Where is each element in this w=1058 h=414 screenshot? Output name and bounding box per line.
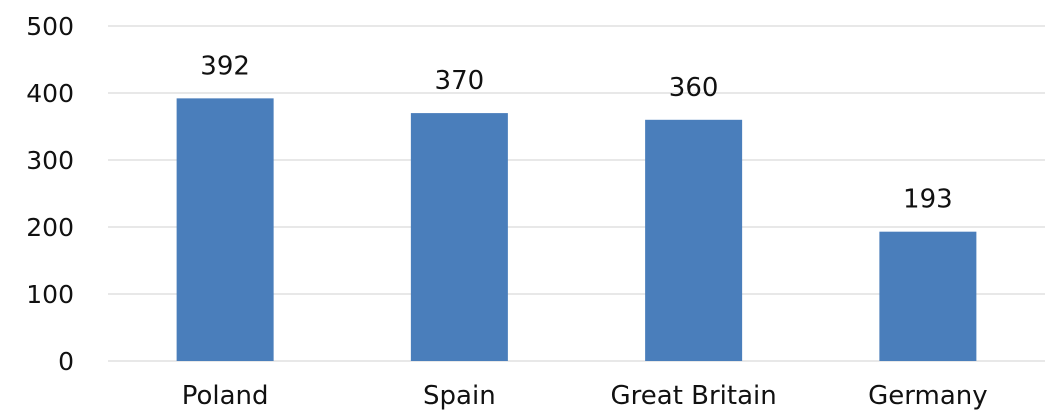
y-tick-label: 0 bbox=[58, 347, 74, 376]
data-label: 370 bbox=[435, 66, 485, 96]
bar-poland bbox=[176, 98, 274, 362]
y-tick-label: 400 bbox=[26, 79, 74, 108]
data-label: 392 bbox=[200, 51, 250, 81]
y-tick-label: 200 bbox=[26, 213, 74, 242]
data-label: 360 bbox=[669, 73, 719, 103]
data-label: 193 bbox=[903, 185, 953, 215]
bars bbox=[176, 98, 977, 362]
y-tick-label: 500 bbox=[26, 12, 74, 41]
category-label: Great Britain bbox=[611, 381, 777, 411]
data-labels: 392 370 360 193 bbox=[200, 51, 952, 214]
category-label: Poland bbox=[182, 381, 269, 411]
bar-great-britain bbox=[645, 119, 743, 361]
y-tick-label: 100 bbox=[26, 280, 74, 309]
bar-germany bbox=[879, 231, 977, 361]
category-label: Spain bbox=[423, 381, 496, 411]
bar-spain bbox=[410, 113, 508, 361]
y-axis-tick-labels: 0 100 200 300 400 500 bbox=[26, 12, 74, 376]
y-tick-label: 300 bbox=[26, 146, 74, 175]
x-axis-category-labels: Poland Spain Great Britain Germany bbox=[182, 381, 988, 411]
category-label: Germany bbox=[868, 381, 988, 411]
